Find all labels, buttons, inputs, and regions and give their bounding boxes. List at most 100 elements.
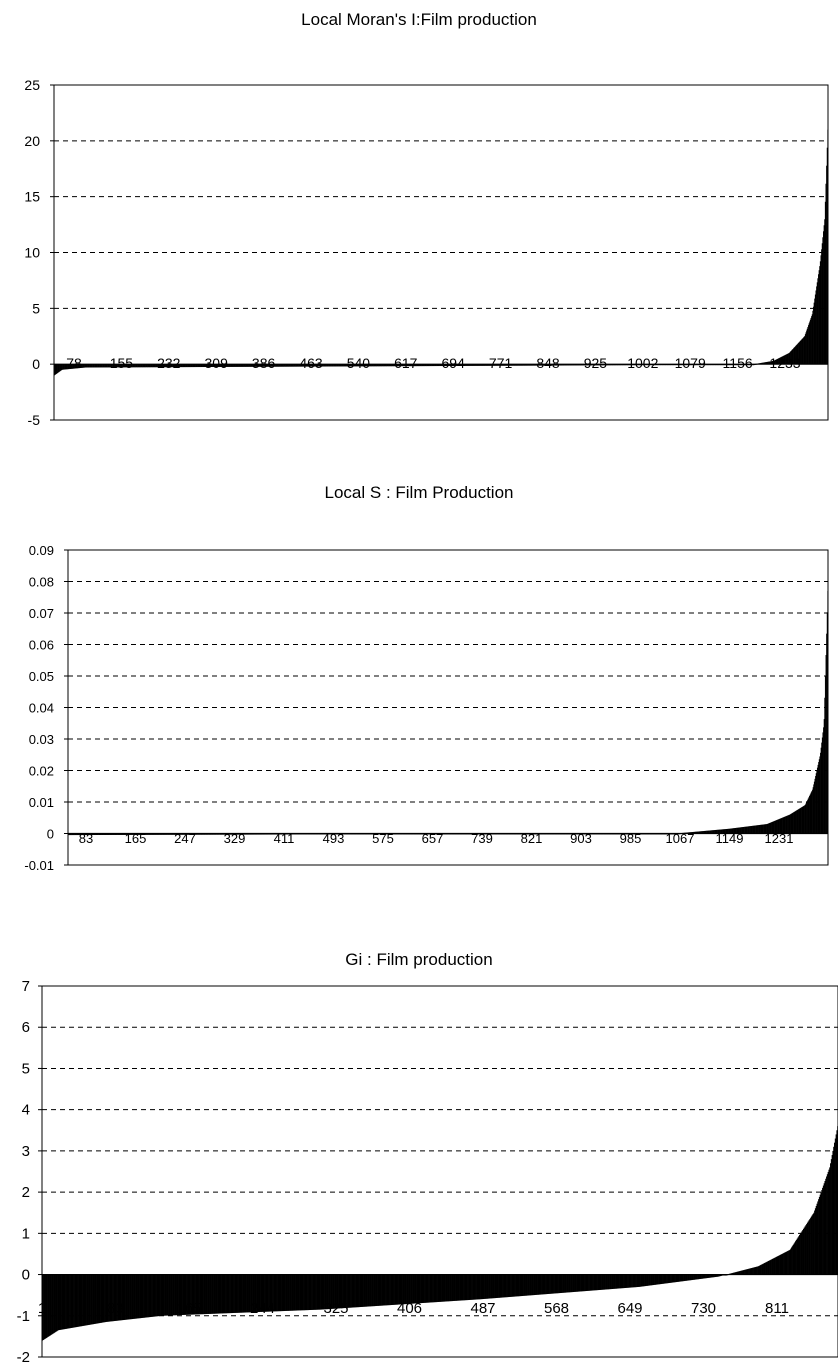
bar — [786, 1251, 788, 1275]
bar — [567, 364, 569, 366]
bar — [752, 1267, 754, 1275]
bar — [490, 364, 492, 366]
bar — [512, 364, 514, 366]
bar — [131, 833, 133, 835]
bar — [101, 364, 103, 368]
bar — [212, 833, 213, 835]
bar — [265, 364, 267, 367]
bar — [102, 833, 104, 835]
bar — [76, 364, 78, 369]
bar — [600, 1274, 602, 1290]
bar — [116, 1274, 118, 1321]
bar — [786, 815, 788, 834]
bar — [638, 1274, 640, 1287]
bar — [133, 364, 135, 368]
bar — [663, 1274, 665, 1284]
bar — [73, 364, 75, 369]
bar — [603, 1274, 605, 1290]
bar — [129, 833, 131, 835]
bar — [458, 1274, 460, 1301]
bar — [549, 1274, 551, 1294]
bar — [54, 364, 55, 376]
bar — [177, 364, 179, 368]
bar — [297, 364, 299, 367]
bar — [588, 364, 590, 366]
bar — [797, 809, 799, 834]
bar — [593, 1274, 595, 1291]
bar — [49, 1274, 51, 1336]
bar — [784, 355, 786, 365]
bar — [767, 1261, 769, 1275]
bar — [779, 357, 781, 365]
bar — [227, 364, 229, 367]
bar — [66, 1274, 68, 1329]
bar — [815, 776, 817, 834]
bar — [651, 1274, 653, 1286]
bar — [517, 364, 519, 366]
bar — [618, 1274, 620, 1289]
bar — [272, 364, 274, 367]
bar — [221, 1274, 223, 1314]
bar — [595, 1274, 597, 1291]
bar — [461, 1274, 463, 1301]
bar — [135, 833, 137, 835]
bar — [792, 348, 794, 365]
x-tick-label: 739 — [471, 831, 493, 846]
bar — [598, 1274, 600, 1291]
bar — [788, 815, 790, 834]
bar — [188, 833, 190, 835]
bar — [720, 829, 722, 834]
bar — [196, 833, 198, 835]
bar — [831, 1155, 833, 1275]
bar — [478, 1274, 480, 1300]
bar — [776, 819, 778, 834]
bar — [80, 833, 82, 836]
y-tick-label: 20 — [24, 133, 40, 149]
bar — [76, 1274, 78, 1328]
bar — [811, 316, 813, 365]
bar — [94, 833, 96, 836]
bar — [280, 364, 282, 367]
bar — [756, 1266, 758, 1275]
bar — [273, 1274, 275, 1312]
bar — [195, 364, 196, 368]
bar — [504, 364, 506, 366]
bar — [194, 1274, 196, 1315]
bar — [743, 826, 745, 834]
bar — [481, 1274, 483, 1300]
bar — [469, 364, 471, 366]
bar — [805, 332, 807, 365]
bar — [593, 364, 595, 366]
bar — [452, 1274, 454, 1302]
bar — [568, 364, 570, 366]
bar — [406, 364, 408, 367]
bar — [538, 364, 540, 366]
bar — [815, 773, 817, 834]
bar — [801, 338, 803, 365]
bar — [429, 1274, 431, 1303]
bar — [519, 364, 520, 366]
bar — [583, 1274, 585, 1292]
bar — [185, 833, 186, 835]
bar — [695, 1274, 697, 1280]
bar — [350, 1274, 352, 1308]
bar — [118, 833, 120, 835]
bar — [366, 1274, 368, 1307]
bar — [208, 364, 210, 367]
bar — [699, 831, 701, 834]
bar — [774, 820, 775, 834]
bar — [63, 364, 65, 370]
bar — [160, 364, 162, 368]
bar — [785, 816, 787, 834]
bar — [198, 364, 200, 368]
bar — [823, 719, 825, 834]
bar — [809, 1218, 811, 1275]
bar — [443, 1274, 446, 1302]
bar — [529, 364, 530, 366]
bar — [374, 1274, 376, 1307]
bar — [192, 364, 194, 368]
bar — [214, 1274, 216, 1314]
bar — [103, 364, 105, 368]
bar — [764, 824, 766, 834]
bar — [70, 364, 72, 369]
